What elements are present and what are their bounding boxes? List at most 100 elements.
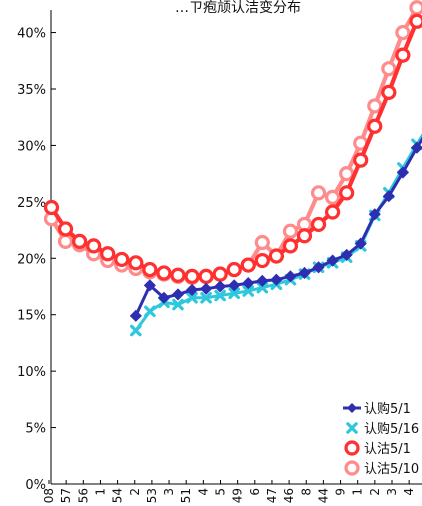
data-point (282, 238, 299, 254)
data-point (228, 279, 241, 292)
data-point (410, 141, 422, 154)
data-point (130, 324, 142, 337)
data-point (200, 282, 213, 295)
y-tick-label: 20% (17, 252, 46, 267)
data-point (409, 0, 422, 16)
data-point (254, 234, 270, 251)
data-point (310, 216, 327, 233)
data-point (212, 266, 228, 282)
x-tick-label: 4 (402, 488, 416, 496)
data-point (72, 233, 88, 249)
x-tick-label: 3 (162, 488, 176, 496)
chart-title: …ㄗ疱颃认洁变分布 (175, 0, 301, 16)
data-point (143, 279, 156, 292)
legend-entry: 认购5/16 (346, 421, 419, 437)
data-point (268, 248, 284, 264)
data-point (282, 223, 299, 239)
x-tick-label: 2 (128, 488, 142, 496)
legend-entry: 认沽5/1 (344, 440, 411, 457)
x-tick-label: 6 (248, 488, 262, 496)
data-point (409, 13, 422, 29)
x-tick-label: 53 (145, 488, 159, 503)
data-point (256, 274, 269, 287)
x-tick-label: 1 (93, 488, 107, 496)
legend-marker (346, 422, 358, 434)
x-tick-label: 47 (265, 488, 279, 503)
y-tick-label: 15% (17, 309, 46, 324)
y-tick-label: 5% (25, 422, 46, 437)
series-2 (130, 133, 422, 337)
legend-marker (344, 460, 360, 476)
data-point (186, 291, 198, 304)
y-tick-label: 25% (17, 196, 46, 211)
y-tick-label: 40% (17, 27, 46, 42)
data-point (353, 152, 369, 168)
x-tick-label: 8 (299, 488, 313, 496)
legend-entry: 认沽5/10 (344, 460, 419, 477)
data-point (114, 251, 130, 268)
data-point (381, 61, 397, 77)
tick-labels: 0%5%10%15%20%25%30%35%40%08 57 56 1 54 2 53 3 51… (17, 27, 416, 504)
series-line (134, 136, 422, 317)
data-point (198, 268, 214, 284)
data-point (228, 287, 241, 300)
data-point (144, 305, 156, 318)
data-point (310, 185, 327, 201)
data-point (367, 98, 383, 114)
data-point (156, 265, 172, 281)
y-tick-label: 35% (17, 83, 46, 98)
data-point (395, 24, 411, 41)
data-point (340, 248, 353, 261)
data-point (128, 255, 144, 271)
y-tick-label: 0% (25, 478, 46, 493)
data-point (284, 270, 297, 283)
data-point (325, 189, 341, 205)
x-tick-label: 44 (316, 488, 330, 503)
legend-marker (344, 440, 360, 456)
series-1 (129, 136, 422, 322)
data-point (214, 280, 227, 293)
data-point (312, 261, 325, 274)
x-tick-label: 46 (282, 488, 296, 503)
legend: 认购5/1 认购5/16 认沽5/1 认沽5/10 (343, 401, 419, 477)
data-point (270, 273, 283, 286)
legend-label: 认购5/1 (364, 401, 411, 417)
data-point (185, 283, 199, 296)
x-tick-label: 1 (351, 488, 365, 496)
data-point (129, 309, 142, 322)
x-tick-label: 51 (179, 488, 193, 503)
x-tick-label: 9 (334, 488, 348, 496)
data-point (354, 237, 367, 250)
data-point (296, 228, 313, 244)
x-tick-label: 2 (368, 488, 382, 496)
data-point (142, 261, 158, 278)
data-point (381, 84, 397, 100)
data-point (57, 221, 74, 237)
data-point (242, 285, 255, 297)
legend-label: 认沽5/10 (364, 462, 419, 477)
x-tick-label: 3 (385, 488, 399, 496)
data-point (367, 118, 383, 134)
x-tick-label: 4 (196, 488, 210, 496)
legend-marker (347, 403, 357, 413)
data-point (171, 288, 185, 301)
data-point (157, 291, 171, 304)
data-point (214, 289, 226, 302)
data-point (57, 233, 74, 249)
legend-entry: 认购5/1 (343, 401, 411, 417)
data-point (100, 246, 116, 262)
series-layer (43, 0, 422, 337)
x-tick-label: 54 (111, 488, 125, 503)
x-tick-label: 57 (59, 488, 73, 503)
x-tick-label: 56 (76, 488, 90, 503)
data-point (184, 268, 200, 284)
data-point (43, 199, 60, 216)
data-point (339, 185, 355, 201)
x-tick-label: 49 (231, 488, 245, 503)
y-tick-label: 10% (17, 365, 46, 380)
data-point (170, 267, 186, 283)
data-point (226, 261, 242, 278)
data-point (382, 190, 395, 203)
legend-label: 认沽5/1 (364, 442, 411, 457)
